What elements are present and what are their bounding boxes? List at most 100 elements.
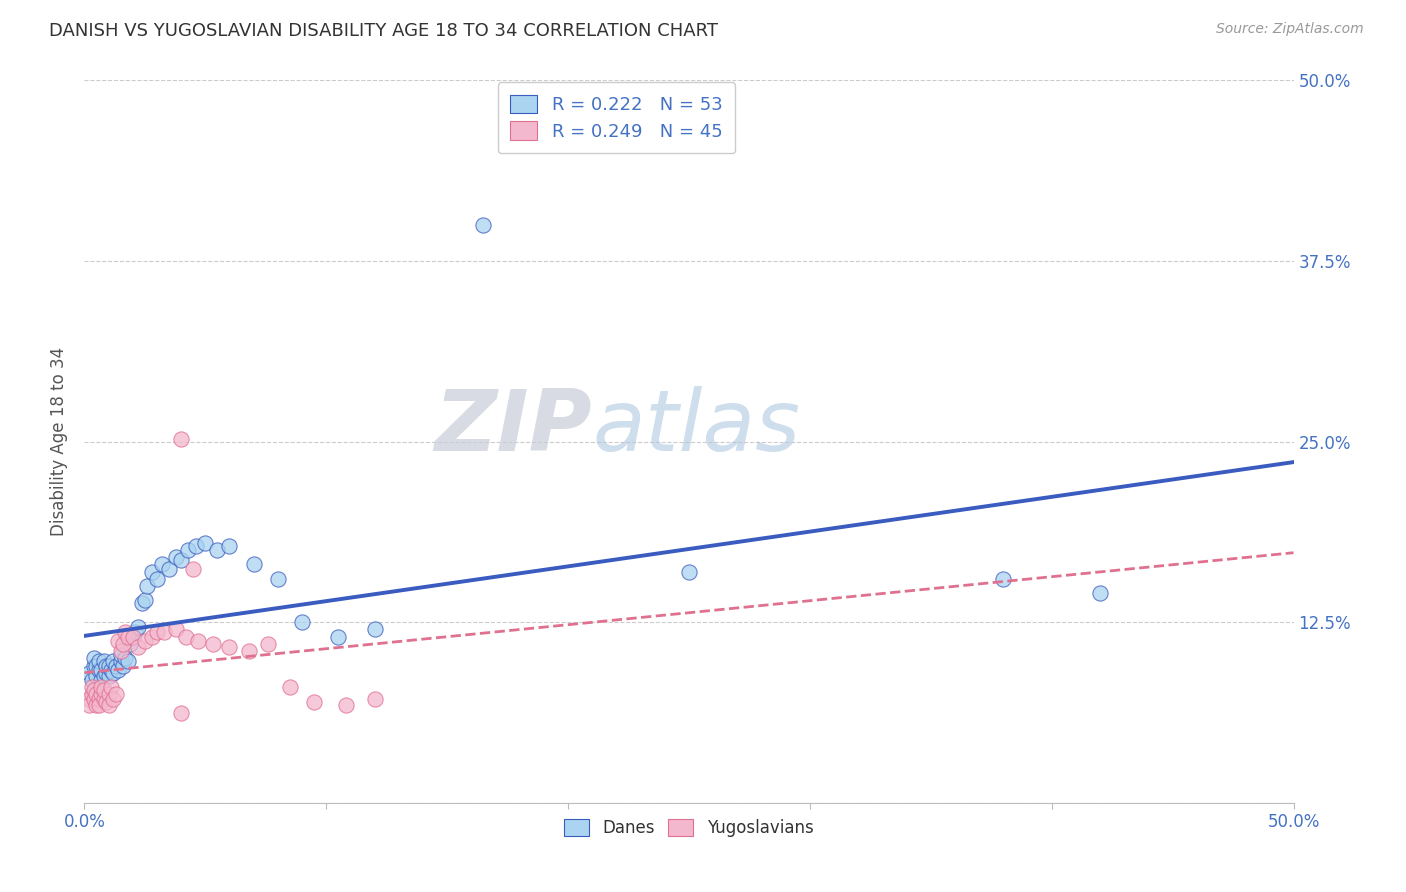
Point (110, 648, 132, 663)
Point (100, 680, 122, 694)
Point (103, 665, 125, 680)
Point (86, 658, 108, 673)
Point (146, 625, 169, 640)
Point (177, 542, 200, 557)
Point (80, 687, 103, 701)
Point (86, 668, 108, 682)
Point (97, 658, 120, 673)
Point (328, 630, 350, 644)
Point (112, 658, 135, 673)
Point (110, 644, 132, 658)
Point (165, 550, 187, 565)
Point (187, 634, 209, 648)
Point (993, 572, 1015, 586)
Point (218, 539, 240, 553)
Point (83, 658, 105, 673)
Point (157, 562, 180, 576)
Point (121, 630, 143, 644)
Point (107, 634, 129, 648)
Point (93, 654, 115, 668)
Point (181, 562, 204, 576)
Point (87, 691, 110, 706)
Point (127, 619, 149, 633)
Point (335, 698, 357, 712)
Point (77, 698, 100, 712)
Point (114, 651, 136, 665)
Point (150, 558, 173, 572)
Point (110, 654, 132, 668)
Point (170, 553, 193, 567)
Point (363, 691, 385, 706)
Point (134, 593, 156, 607)
Point (141, 630, 163, 644)
Point (291, 615, 314, 630)
Point (103, 691, 125, 706)
Point (107, 663, 129, 677)
Point (278, 680, 301, 694)
Point (97, 668, 120, 682)
Point (165, 623, 187, 637)
Point (170, 706, 193, 721)
Point (86, 687, 108, 701)
Point (363, 623, 385, 637)
Point (93, 668, 115, 682)
Point (121, 630, 143, 644)
Point (302, 695, 325, 709)
Point (201, 637, 224, 651)
Text: atlas: atlas (592, 385, 800, 468)
Point (97, 698, 120, 712)
Point (86, 698, 108, 712)
Point (83, 683, 105, 698)
Point (80, 673, 103, 687)
Point (83, 691, 105, 706)
Point (94, 665, 117, 680)
Point (93, 683, 115, 698)
Point (114, 625, 136, 640)
Point (124, 625, 146, 640)
Point (141, 565, 163, 579)
Point (184, 539, 207, 553)
Point (83, 651, 105, 665)
Point (90, 687, 112, 701)
Point (194, 535, 217, 549)
Legend: Danes, Yugoslavians: Danes, Yugoslavians (555, 810, 823, 845)
Point (170, 432, 193, 446)
Point (207, 542, 229, 557)
Point (103, 654, 125, 668)
Point (117, 630, 139, 644)
Point (90, 680, 112, 694)
Point (1088, 586, 1111, 600)
Point (77, 665, 100, 680)
Point (94, 695, 117, 709)
Point (136, 579, 159, 593)
Text: Source: ZipAtlas.com: Source: ZipAtlas.com (1216, 22, 1364, 37)
Point (104, 687, 127, 701)
Point (87, 663, 110, 677)
Point (267, 572, 290, 586)
Y-axis label: Disability Age 18 to 34: Disability Age 18 to 34 (51, 347, 69, 536)
Point (100, 663, 122, 677)
Point (238, 644, 260, 658)
Point (87, 698, 110, 712)
Point (131, 596, 153, 610)
Point (242, 558, 264, 572)
Point (120, 637, 142, 651)
Point (127, 640, 149, 654)
Point (472, 218, 495, 232)
Text: ZIP: ZIP (434, 385, 592, 468)
Point (90, 673, 112, 687)
Point (678, 565, 700, 579)
Point (117, 654, 139, 668)
Text: DANISH VS YUGOSLAVIAN DISABILITY AGE 18 TO 34 CORRELATION CHART: DANISH VS YUGOSLAVIAN DISABILITY AGE 18 … (49, 22, 718, 40)
Point (174, 630, 197, 644)
Point (87, 654, 110, 668)
Point (153, 625, 176, 640)
Point (94, 658, 117, 673)
Point (146, 572, 169, 586)
Point (80, 680, 103, 694)
Point (77, 691, 100, 706)
Point (257, 637, 280, 651)
Point (90, 663, 112, 677)
Point (218, 640, 240, 654)
Point (104, 658, 127, 673)
